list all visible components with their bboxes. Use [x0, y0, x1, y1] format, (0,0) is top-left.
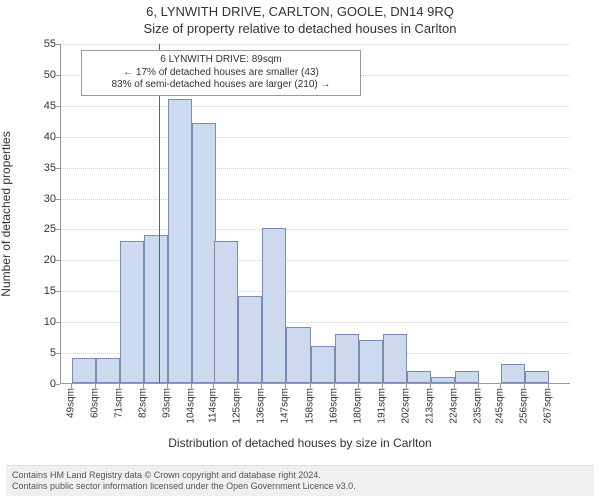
histogram-bar	[455, 371, 479, 383]
x-tick-label: 125sqm	[232, 388, 243, 424]
x-tick-label: 147sqm	[280, 388, 291, 424]
histogram-bar	[192, 123, 216, 383]
y-tick-mark	[56, 137, 60, 138]
y-tick-label: 0	[32, 378, 56, 390]
histogram-bar	[501, 364, 525, 383]
gridline	[61, 44, 570, 45]
y-tick-label: 40	[32, 131, 56, 143]
y-tick-mark	[56, 75, 60, 76]
x-tick-label: 114sqm	[208, 388, 219, 423]
histogram-bar	[168, 99, 192, 383]
y-tick-label: 10	[32, 316, 56, 328]
x-tick-label: 49sqm	[65, 388, 76, 418]
y-tick-label: 15	[32, 285, 56, 297]
chart-plot-area: 6 LYNWITH DRIVE: 89sqm ← 17% of detached…	[60, 44, 570, 384]
y-tick-mark	[56, 199, 60, 200]
x-tick-label: 224sqm	[448, 388, 459, 424]
callout-line-3: 83% of semi-detached houses are larger (…	[88, 79, 354, 92]
x-tick-label: 93sqm	[162, 388, 173, 418]
x-tick-label: 71sqm	[114, 388, 125, 418]
gridline	[61, 168, 570, 169]
footer-line-1: Contains HM Land Registry data © Crown c…	[12, 470, 588, 481]
y-tick-label: 25	[32, 223, 56, 235]
y-tick-label: 5	[32, 347, 56, 359]
x-tick-label: 158sqm	[304, 388, 315, 424]
x-tick-label: 256sqm	[519, 388, 530, 424]
y-tick-mark	[56, 291, 60, 292]
y-tick-mark	[56, 260, 60, 261]
histogram-bar	[262, 228, 286, 383]
gridline	[61, 137, 570, 138]
y-tick-mark	[56, 106, 60, 107]
histogram-bar	[120, 241, 144, 383]
y-tick-label: 35	[32, 162, 56, 174]
histogram-bar	[335, 334, 359, 383]
callout-line-2: ← 17% of detached houses are smaller (43…	[88, 67, 354, 80]
y-tick-label: 55	[32, 38, 56, 50]
histogram-bar	[311, 346, 335, 383]
x-tick-label: 82sqm	[138, 388, 149, 418]
x-tick-label: 180sqm	[352, 388, 363, 424]
footer-attribution: Contains HM Land Registry data © Crown c…	[6, 465, 594, 497]
histogram-bar	[525, 371, 549, 383]
title-block: 6, LYNWITH DRIVE, CARLTON, GOOLE, DN14 9…	[0, 0, 600, 36]
y-axis-title: Number of detached properties	[0, 131, 13, 296]
gridline	[61, 106, 570, 107]
histogram-bar	[383, 334, 407, 383]
y-tick-mark	[56, 384, 60, 385]
y-tick-mark	[56, 44, 60, 45]
x-tick-label: 245sqm	[494, 388, 505, 424]
y-tick-mark	[56, 353, 60, 354]
x-tick-label: 60sqm	[90, 388, 101, 418]
reference-callout: 6 LYNWITH DRIVE: 89sqm ← 17% of detached…	[81, 50, 361, 96]
histogram-bar	[407, 371, 431, 383]
gridline	[61, 199, 570, 200]
y-tick-label: 45	[32, 100, 56, 112]
histogram-bar	[72, 358, 96, 383]
x-tick-label: 191sqm	[376, 388, 387, 424]
y-tick-mark	[56, 322, 60, 323]
page-title-address: 6, LYNWITH DRIVE, CARLTON, GOOLE, DN14 9…	[0, 4, 600, 19]
page-title-subtitle: Size of property relative to detached ho…	[0, 21, 600, 36]
x-tick-label: 104sqm	[186, 388, 197, 424]
gridline	[61, 229, 570, 230]
histogram-bar	[238, 296, 262, 383]
y-tick-mark	[56, 229, 60, 230]
histogram-bar	[96, 358, 120, 383]
y-tick-label: 20	[32, 254, 56, 266]
histogram-bar	[286, 327, 310, 383]
histogram-bar	[144, 235, 168, 383]
x-tick-label: 136sqm	[256, 388, 267, 424]
histogram-bar	[359, 340, 383, 383]
callout-line-1: 6 LYNWITH DRIVE: 89sqm	[88, 54, 354, 67]
x-tick-label: 213sqm	[424, 388, 435, 424]
x-tick-label: 169sqm	[328, 388, 339, 424]
x-tick-label: 202sqm	[400, 388, 411, 424]
y-tick-label: 50	[32, 69, 56, 81]
x-tick-label: 235sqm	[473, 388, 484, 424]
y-tick-mark	[56, 168, 60, 169]
histogram-bar	[214, 241, 238, 383]
x-tick-label: 267sqm	[543, 388, 554, 424]
x-axis-title: Distribution of detached houses by size …	[0, 436, 600, 450]
page-root: 6, LYNWITH DRIVE, CARLTON, GOOLE, DN14 9…	[0, 0, 600, 500]
footer-line-2: Contains public sector information licen…	[12, 481, 588, 492]
histogram-bar	[431, 377, 455, 383]
y-tick-label: 30	[32, 193, 56, 205]
